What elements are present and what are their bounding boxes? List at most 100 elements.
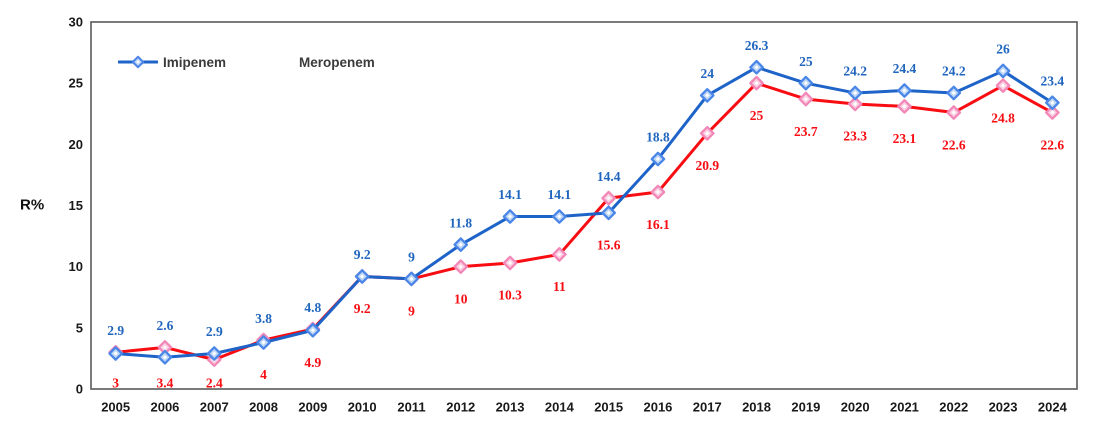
imipenem-marker-center xyxy=(803,96,808,102)
imipenem-data-label: 23.3 xyxy=(843,129,867,144)
meropenem-data-label: 3.8 xyxy=(255,311,272,326)
meropenem-data-label: 14.1 xyxy=(498,187,522,202)
meropenem-marker-center xyxy=(951,90,956,96)
meropenem-marker-center xyxy=(1050,100,1055,105)
meropenem-marker-center xyxy=(606,210,611,215)
meropenem-marker-center xyxy=(507,214,513,219)
imipenem-data-label: 16.1 xyxy=(646,217,670,232)
meropenem-marker-center xyxy=(705,93,710,98)
y-tick-label: 30 xyxy=(69,15,83,30)
x-tick-label: 2015 xyxy=(594,400,623,415)
x-tick-label: 2014 xyxy=(545,400,575,415)
meropenem-data-label: 9 xyxy=(408,250,415,265)
meropenem-line-marker-swatch xyxy=(118,54,294,70)
imipenem-data-label: 9.2 xyxy=(354,301,371,316)
y-tick-label: 0 xyxy=(76,382,83,397)
meropenem-data-label: 26 xyxy=(996,42,1010,57)
meropenem-data-label: 2.6 xyxy=(157,318,174,333)
meropenem-data-label: 9.2 xyxy=(354,247,371,262)
meropenem-data-label: 26.3 xyxy=(745,38,769,53)
meropenem-marker-center xyxy=(655,156,661,162)
y-tick-label: 5 xyxy=(76,320,83,335)
legend-marker-center xyxy=(136,60,140,64)
imipenem-marker-center xyxy=(507,260,513,266)
imipenem-data-label: 23.7 xyxy=(794,124,818,139)
imipenem-data-label: 3.4 xyxy=(157,376,174,391)
imipenem-data-label: 4 xyxy=(260,367,267,382)
y-tick-label: 15 xyxy=(69,198,83,213)
x-tick-label: 2011 xyxy=(397,400,425,415)
meropenem-marker-center xyxy=(1000,68,1006,74)
imipenem-data-label: 25 xyxy=(750,108,764,123)
meropenem-swatch-graphic xyxy=(118,55,158,69)
x-tick-label: 2022 xyxy=(939,400,968,415)
y-tick-label: 20 xyxy=(69,137,83,152)
y-tick-label: 10 xyxy=(69,259,83,274)
x-tick-label: 2016 xyxy=(643,400,672,415)
legend-label-imipenem: Imipenem xyxy=(163,54,227,70)
imipenem-marker-center xyxy=(1000,83,1006,88)
imipenem-data-label: 9 xyxy=(408,304,415,319)
meropenem-marker-center xyxy=(853,90,858,96)
meropenem-data-label: 24.4 xyxy=(893,61,917,76)
imipenem-data-label: 24.8 xyxy=(991,110,1015,125)
x-tick-label: 2017 xyxy=(693,400,722,415)
meropenem-data-label: 2.9 xyxy=(206,324,223,339)
imipenem-marker-center xyxy=(951,110,956,115)
plot-border xyxy=(90,21,1078,390)
imipenem-data-label: 4.9 xyxy=(304,355,321,370)
imipenem-data-label: 22.6 xyxy=(1041,137,1065,152)
x-tick-label: 2008 xyxy=(249,400,278,415)
meropenem-data-label: 18.8 xyxy=(646,130,670,145)
legend: Imipenem Meropenem xyxy=(118,54,375,70)
x-tick-label: 2012 xyxy=(446,400,475,415)
x-tick-label: 2005 xyxy=(101,400,130,415)
meropenem-data-label: 24.2 xyxy=(942,64,966,79)
imipenem-data-label: 10.3 xyxy=(498,288,522,303)
imipenem-line xyxy=(114,81,1054,362)
imipenem-data-label: 15.6 xyxy=(597,238,621,253)
y-axis-title: R% xyxy=(20,196,45,214)
x-tick-label: 2020 xyxy=(841,400,870,415)
meropenem-marker-center xyxy=(310,328,315,333)
imipenem-data-label: 3 xyxy=(112,376,119,391)
meropenem-data-label: 25 xyxy=(799,54,813,69)
imipenem-marker-center xyxy=(458,264,463,269)
imipenem-marker-center xyxy=(162,345,168,350)
meropenem-data-label: 4.8 xyxy=(304,300,321,315)
meropenem-marker-center xyxy=(557,214,562,219)
meropenem-marker-center xyxy=(458,242,463,247)
meropenem-data-label: 11.8 xyxy=(449,215,472,230)
meropenem-data-label: 24 xyxy=(701,66,715,81)
x-tick-label: 2024 xyxy=(1038,400,1068,415)
imipenem-marker-center xyxy=(606,196,611,201)
meropenem-data-label: 23.4 xyxy=(1041,73,1065,88)
legend-label-meropenem: Meropenem xyxy=(299,54,375,70)
x-tick-label: 2006 xyxy=(150,400,179,415)
y-tick-label: 25 xyxy=(69,76,83,91)
imipenem-marker-center xyxy=(557,252,562,257)
meropenem-marker-center xyxy=(212,351,217,356)
imipenem-data-label: 23.1 xyxy=(893,131,917,146)
x-tick-label: 2021 xyxy=(890,400,919,415)
meropenem-data-label: 2.9 xyxy=(107,323,124,338)
meropenem-data-label: 14.1 xyxy=(548,187,572,202)
imipenem-data-label: 10 xyxy=(454,291,468,306)
imipenem-data-label: 2.4 xyxy=(206,376,223,391)
meropenem-marker-center xyxy=(754,65,759,70)
meropenem-marker-center xyxy=(902,88,907,93)
x-tick-label: 2010 xyxy=(348,400,377,415)
imipenem-marker-center xyxy=(902,104,907,109)
imipenem-marker-center xyxy=(705,131,710,136)
imipenem-data-label: 20.9 xyxy=(695,158,719,173)
meropenem-marker-center xyxy=(360,274,365,279)
x-tick-label: 2007 xyxy=(200,400,229,415)
meropenem-data-label: 24.2 xyxy=(843,64,867,79)
x-tick-label: 2018 xyxy=(742,400,771,415)
meropenem-line xyxy=(114,65,1054,359)
imipenem-marker-center xyxy=(655,189,661,195)
meropenem-marker-center xyxy=(113,351,118,356)
meropenem-marker-center xyxy=(162,355,168,360)
